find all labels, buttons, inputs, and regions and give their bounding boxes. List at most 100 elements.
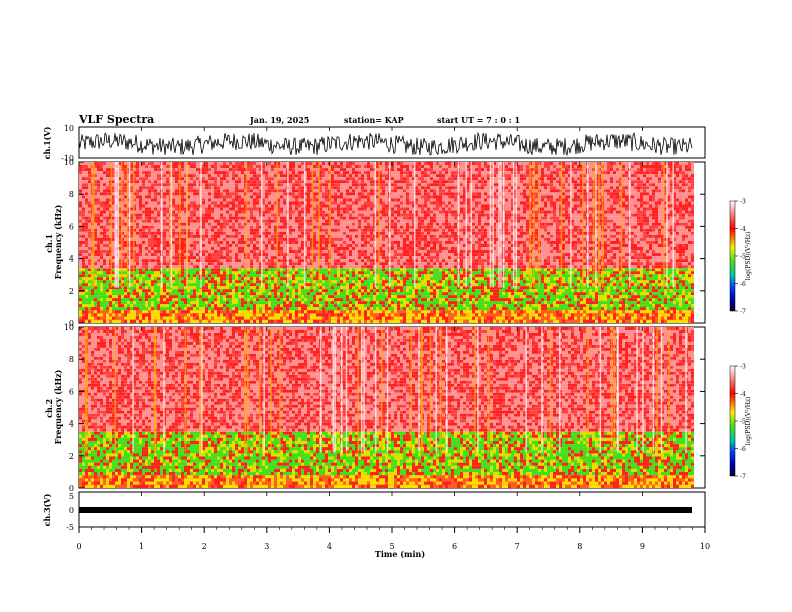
spectrogram-cell <box>274 162 277 166</box>
spectrogram-cell <box>364 298 367 302</box>
spectrogram-cell <box>595 310 598 314</box>
spectrogram-cell <box>664 319 667 323</box>
spectrogram-cell <box>577 307 580 311</box>
spectrogram-cell <box>310 286 313 290</box>
spectrogram-cell <box>304 304 307 308</box>
spectrogram-cell <box>484 174 487 178</box>
spectrogram-cell <box>517 301 520 305</box>
spectrogram-cell <box>94 316 97 320</box>
spectrogram-cell <box>439 274 442 278</box>
spectrogram-cell <box>691 286 694 290</box>
spectrogram-cell <box>448 268 451 272</box>
spectrogram-cell <box>409 292 412 296</box>
spectrogram-cell <box>331 162 334 166</box>
spectrogram-cell <box>268 307 271 311</box>
spectrogram-cell <box>148 316 151 320</box>
spectrogram-cell <box>220 268 223 272</box>
spectrogram-cell <box>502 289 505 293</box>
spectrogram-cell <box>310 174 313 178</box>
spectrogram-cell <box>271 295 274 299</box>
spectrogram-cell <box>151 165 154 169</box>
spectrogram-cell <box>199 319 202 323</box>
spectrogram-cell <box>151 277 154 281</box>
spectrogram-cell <box>274 171 277 175</box>
spectrogram-cell <box>406 298 409 302</box>
spectrogram-cell <box>301 268 304 272</box>
spectrogram-cell <box>181 319 184 323</box>
spectrogram-cell <box>103 165 106 169</box>
spectrogram-cell <box>397 316 400 320</box>
spectrogram-cell <box>199 316 202 320</box>
spectrogram-cell <box>262 268 265 272</box>
spectrogram-cell <box>418 171 421 175</box>
spectrogram-cell <box>127 307 130 311</box>
spectrogram-cell <box>451 304 454 308</box>
spectrogram-cell <box>430 304 433 308</box>
spectrogram-cell <box>460 277 463 281</box>
spectrogram-cell <box>607 319 610 323</box>
spectrogram-cell <box>136 283 139 287</box>
spectrogram-cell <box>343 289 346 293</box>
spectrogram-cell <box>550 286 553 290</box>
spectrogram-cell <box>523 310 526 314</box>
spectrogram-cell <box>376 310 379 314</box>
spectrogram-cell <box>496 171 499 175</box>
spectrogram-cell <box>544 295 547 299</box>
spectrogram-cell <box>493 289 496 293</box>
spectrogram-cell <box>376 174 379 178</box>
spectrogram-cell <box>685 301 688 305</box>
spectrogram-cell <box>166 316 169 320</box>
spectrogram-cell <box>193 313 196 317</box>
spectrogram-cell <box>79 180 82 184</box>
spectrogram-cell <box>343 283 346 287</box>
spectrogram-cell <box>346 283 349 287</box>
spectrogram-cell <box>298 313 301 317</box>
spectrogram-cell <box>475 280 478 284</box>
spectrogram-cell <box>679 168 682 172</box>
spectrogram-cell <box>334 283 337 287</box>
spectrogram-cell <box>364 165 367 169</box>
spectrogram-cell <box>160 310 163 314</box>
spectrogram-cell <box>472 286 475 290</box>
spectrogram-cell <box>487 295 490 299</box>
spectrogram-cell <box>196 171 199 175</box>
spectrogram-cell <box>229 292 232 296</box>
spectrogram-cell <box>319 171 322 175</box>
spectrogram-cell <box>577 304 580 308</box>
spectrogram-cell <box>661 316 664 320</box>
spectrogram-cell <box>589 274 592 278</box>
spectrogram-cell <box>325 165 328 169</box>
spectrogram-cell <box>325 280 328 284</box>
spectrogram-cell <box>352 277 355 281</box>
spectrogram-cell <box>400 177 403 181</box>
spectrogram-cell <box>547 304 550 308</box>
spectrogram-cell <box>463 174 466 178</box>
spectrogram-cell <box>373 177 376 181</box>
spectrogram-cell <box>667 289 670 293</box>
spectrogram-cell <box>544 274 547 278</box>
spectrogram-cell <box>508 295 511 299</box>
spectrogram-cell <box>295 174 298 178</box>
spectrogram-cell <box>649 277 652 281</box>
spectrogram-cell <box>355 168 358 172</box>
spectrogram-cell <box>103 316 106 320</box>
spectrogram-cell <box>376 298 379 302</box>
spectrogram-cell <box>331 298 334 302</box>
spectrogram-cell <box>172 316 175 320</box>
spectrogram-cell <box>409 165 412 169</box>
spectrogram-cell <box>157 304 160 308</box>
spectrogram-cell <box>265 268 268 272</box>
spectrogram-cell <box>670 280 673 284</box>
spectrogram-cell <box>85 274 88 278</box>
spectrogram-cell <box>331 280 334 284</box>
spectrogram-cell <box>415 301 418 305</box>
spectrogram-cell <box>652 286 655 290</box>
spectrogram-cell <box>391 168 394 172</box>
spectrogram-cell <box>427 319 430 323</box>
spectrogram-cell <box>100 171 103 175</box>
spectrogram-cell <box>460 319 463 323</box>
spectrogram-cell <box>562 304 565 308</box>
spectrogram-cell <box>676 177 679 181</box>
spectrogram-cell <box>442 295 445 299</box>
spectrogram-cell <box>421 310 424 314</box>
